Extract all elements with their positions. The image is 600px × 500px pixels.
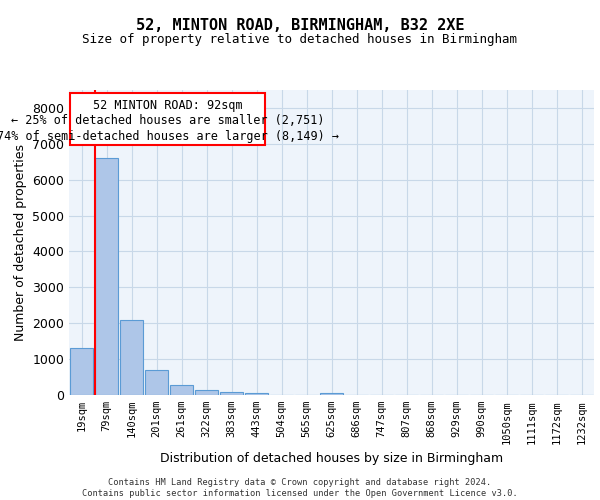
Y-axis label: Number of detached properties: Number of detached properties — [14, 144, 26, 341]
Text: 52 MINTON ROAD: 92sqm: 52 MINTON ROAD: 92sqm — [93, 99, 242, 112]
Text: Size of property relative to detached houses in Birmingham: Size of property relative to detached ho… — [83, 32, 517, 46]
Text: Contains HM Land Registry data © Crown copyright and database right 2024.
Contai: Contains HM Land Registry data © Crown c… — [82, 478, 518, 498]
Text: 74% of semi-detached houses are larger (8,149) →: 74% of semi-detached houses are larger (… — [0, 130, 339, 143]
X-axis label: Distribution of detached houses by size in Birmingham: Distribution of detached houses by size … — [160, 452, 503, 465]
Bar — [120, 320, 143, 395]
Bar — [95, 158, 118, 395]
Bar — [220, 392, 243, 395]
Bar — [145, 370, 168, 395]
Bar — [170, 384, 193, 395]
FancyBboxPatch shape — [70, 93, 265, 144]
Bar — [245, 393, 268, 395]
Text: ← 25% of detached houses are smaller (2,751): ← 25% of detached houses are smaller (2,… — [11, 114, 325, 128]
Bar — [320, 393, 343, 395]
Bar — [195, 390, 218, 395]
Bar — [70, 348, 93, 395]
Text: 52, MINTON ROAD, BIRMINGHAM, B32 2XE: 52, MINTON ROAD, BIRMINGHAM, B32 2XE — [136, 18, 464, 32]
